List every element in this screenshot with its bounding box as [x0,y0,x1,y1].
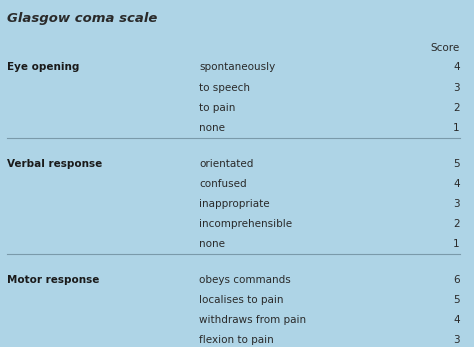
Text: to pain: to pain [199,103,236,113]
Text: 2: 2 [453,219,460,229]
Text: inappropriate: inappropriate [199,199,270,209]
Text: Verbal response: Verbal response [7,159,102,169]
Text: Eye opening: Eye opening [7,62,80,73]
Text: Motor response: Motor response [7,275,100,285]
Text: 3: 3 [453,83,460,93]
Text: 2: 2 [453,103,460,113]
Text: 4: 4 [453,179,460,189]
Text: orientated: orientated [199,159,254,169]
Text: 1: 1 [453,123,460,133]
Text: confused: confused [199,179,246,189]
Text: incomprehensible: incomprehensible [199,219,292,229]
Text: withdraws from pain: withdraws from pain [199,315,306,325]
Text: 4: 4 [453,62,460,73]
Text: 5: 5 [453,295,460,305]
Text: 1: 1 [453,239,460,249]
Text: to speech: to speech [199,83,250,93]
Text: 6: 6 [453,275,460,285]
Text: 5: 5 [453,159,460,169]
Text: spontaneously: spontaneously [199,62,275,73]
Text: 3: 3 [453,335,460,345]
Text: none: none [199,123,225,133]
Text: Glasgow coma scale: Glasgow coma scale [7,12,157,25]
Text: none: none [199,239,225,249]
Text: flexion to pain: flexion to pain [199,335,274,345]
Text: obeys commands: obeys commands [199,275,291,285]
Text: Score: Score [430,43,460,53]
Text: localises to pain: localises to pain [199,295,283,305]
Text: 3: 3 [453,199,460,209]
Text: 4: 4 [453,315,460,325]
